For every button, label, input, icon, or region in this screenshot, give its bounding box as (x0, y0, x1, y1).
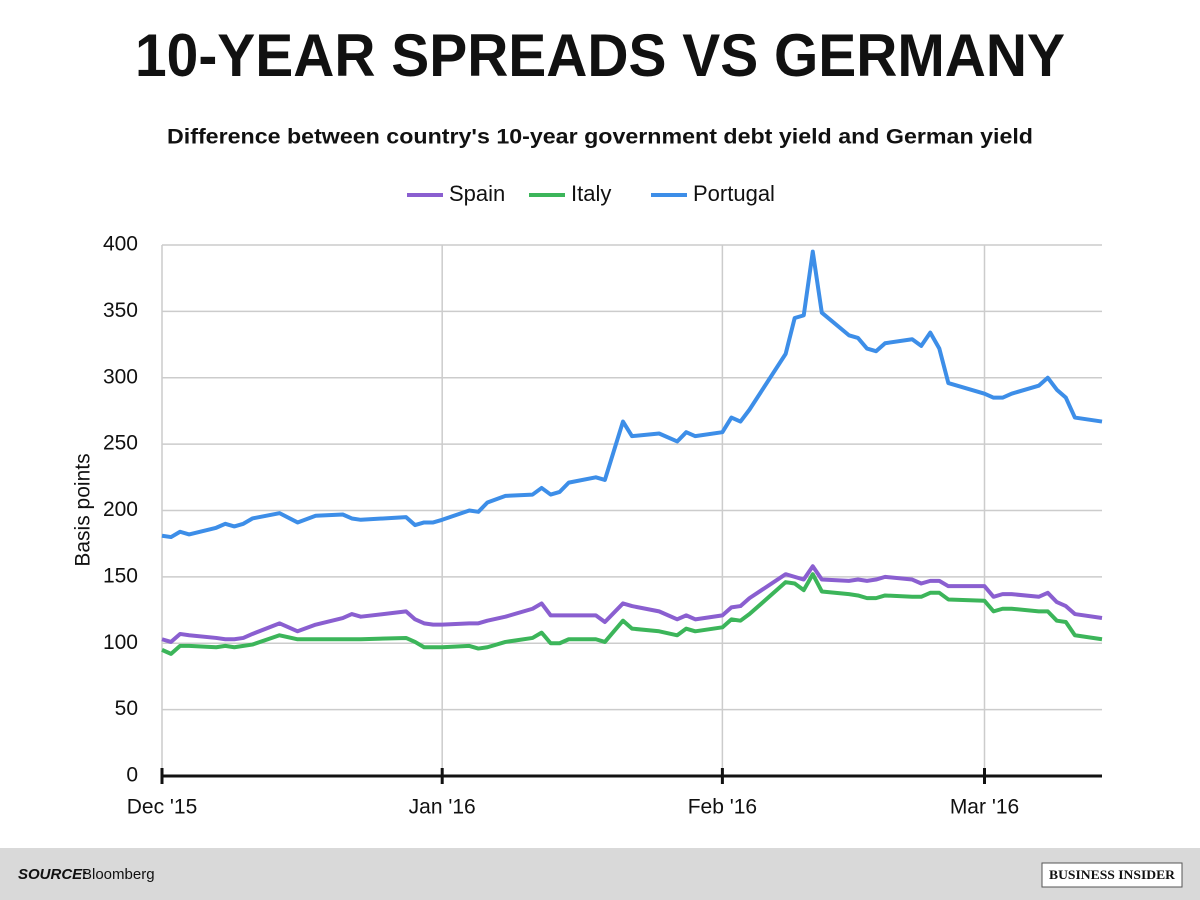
y-tick-label: 100 (103, 631, 138, 654)
data-line (161, 249, 1103, 540)
y-tick-label: 250 (103, 432, 138, 455)
x-tick-label: Jan '16 (409, 796, 476, 819)
y-tick-label: 200 (103, 498, 138, 521)
data-line (161, 564, 1103, 644)
logo: BUSINESS INSIDER (1049, 867, 1176, 882)
y-axis-label: Basis points (72, 453, 95, 566)
source-label: SOURCE: (18, 866, 87, 883)
legend-label: Italy (571, 181, 611, 206)
y-tick-label: 150 (103, 564, 138, 587)
chart-subtitle: Difference between country's 10-year gov… (167, 126, 1033, 149)
footer-band (0, 848, 1200, 900)
data-line (161, 572, 1103, 656)
logo-box (1041, 862, 1183, 888)
legend-label: Portugal (693, 181, 775, 206)
y-tick-label: 300 (103, 365, 138, 388)
y-tick-label: 350 (103, 299, 138, 322)
chart-title: 10-YEAR SPREADS VS GERMANY (135, 22, 1065, 89)
x-tick-label: Dec '15 (127, 796, 198, 819)
x-tick-label: Mar '16 (950, 796, 1019, 819)
source: Bloomberg (82, 866, 155, 883)
x-tick-label: Feb '16 (688, 796, 757, 819)
y-tick-label: 50 (115, 697, 138, 720)
y-tick-label: 400 (103, 233, 138, 256)
y-tick-label: 0 (126, 764, 138, 787)
legend-label: Spain (449, 181, 505, 206)
